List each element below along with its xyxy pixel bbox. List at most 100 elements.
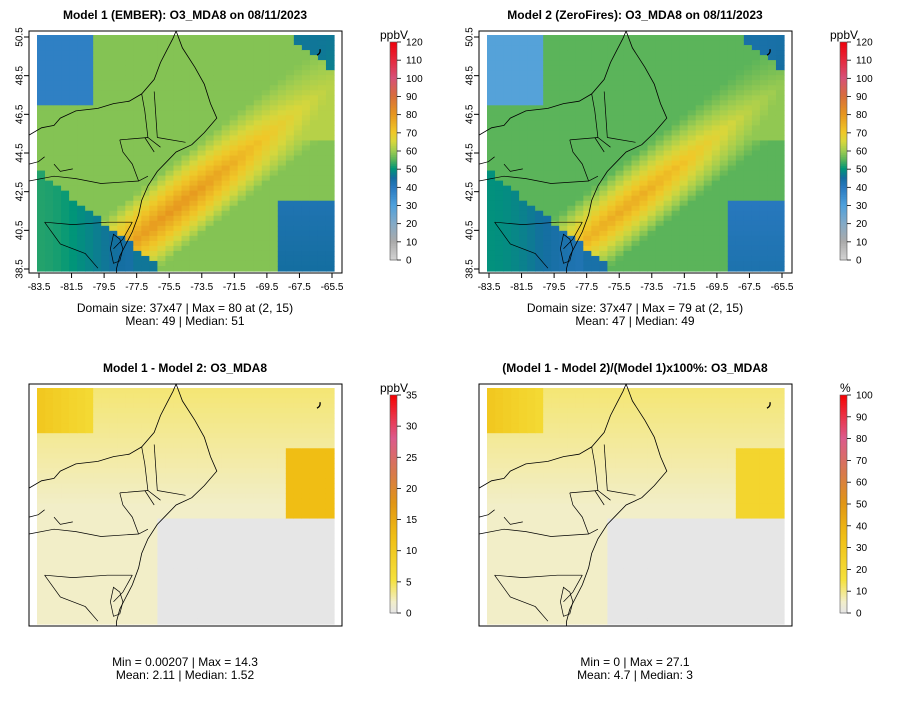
heatmap-cell (77, 388, 86, 394)
heatmap-cell (487, 120, 496, 126)
heatmap-cell (687, 255, 697, 262)
heatmap-cell (679, 70, 689, 76)
heatmap-cell (133, 603, 142, 610)
heatmap-cell (687, 35, 697, 41)
heatmap-cell (165, 583, 175, 590)
heatmap-cell (37, 155, 46, 162)
colorbar-segment (840, 111, 847, 114)
heatmap-cell (253, 105, 263, 111)
heatmap-cell (165, 518, 175, 525)
heatmap-cell (599, 50, 609, 56)
heatmap-cell (647, 220, 657, 227)
heatmap-cell (229, 215, 239, 222)
heatmap-cell (221, 205, 231, 212)
heatmap-cell (61, 215, 70, 222)
heatmap-cell (759, 80, 769, 86)
heatmap-cell (631, 100, 641, 106)
heatmap-cell (301, 40, 311, 46)
heatmap-cell (711, 225, 721, 232)
heatmap-cell (503, 100, 512, 106)
heatmap-cell (45, 105, 54, 111)
heatmap-cell (325, 110, 335, 116)
colorbar-segment (390, 81, 397, 85)
heatmap-cell (245, 240, 255, 247)
heatmap-cell (45, 438, 54, 444)
heatmap-cell (631, 215, 641, 222)
heatmap-cell (583, 125, 592, 131)
heatmap-cell (567, 255, 576, 262)
heatmap-cell (125, 453, 134, 459)
x-tick-label: -77.5 (125, 282, 148, 293)
colorbar-segment (840, 96, 847, 99)
heatmap-cell (559, 160, 568, 167)
heatmap-cell (61, 568, 70, 575)
heatmap-cell (703, 130, 713, 137)
heatmap-cell (213, 613, 223, 620)
heatmap-cell (125, 428, 134, 434)
heatmap-cell (253, 250, 263, 257)
heatmap-cell (197, 403, 207, 409)
heatmap-cell (655, 250, 665, 257)
heatmap-cell (551, 115, 560, 121)
heatmap-cell (559, 110, 568, 116)
heatmap-cell (503, 65, 512, 71)
heatmap-cell (101, 598, 110, 605)
heatmap-cell (189, 438, 199, 444)
heatmap-cell (157, 518, 167, 525)
heatmap-cell (727, 150, 737, 157)
heatmap-cell (69, 578, 78, 585)
heatmap-cell (109, 443, 118, 449)
heatmap-cell (269, 145, 279, 152)
heatmap-cell (213, 473, 223, 479)
heatmap-cell (703, 70, 713, 76)
heatmap-cell (663, 50, 673, 56)
heatmap-cell (133, 240, 142, 247)
heatmap-cell (703, 60, 713, 66)
heatmap-cell (157, 423, 167, 429)
heatmap-cell (607, 105, 617, 111)
heatmap-cell (109, 493, 118, 500)
heatmap-cell (695, 40, 705, 46)
heatmap-cell (125, 70, 134, 76)
heatmap-cell (53, 613, 62, 620)
heatmap-cell (639, 35, 649, 41)
heatmap-cell (575, 185, 584, 192)
heatmap-cell (165, 418, 175, 424)
heatmap-cell (711, 110, 721, 116)
heatmap-cell (551, 190, 560, 197)
heatmap-cell (205, 468, 215, 474)
heatmap-cell (535, 170, 544, 177)
heatmap-cell (125, 90, 134, 96)
colorbar-segment (840, 140, 847, 143)
heatmap-cell (687, 145, 697, 152)
heatmap-cell (157, 60, 167, 66)
heatmap-cell (141, 125, 150, 131)
heatmap-cell (165, 593, 175, 600)
heatmap-cell (93, 250, 102, 257)
heatmap-cell (583, 255, 592, 262)
heatmap-cell (197, 95, 207, 101)
heatmap-cell (221, 493, 231, 500)
colorbar-segment (390, 91, 397, 94)
heatmap-cell (37, 145, 46, 152)
heatmap-cell (117, 265, 126, 272)
heatmap-cell (117, 548, 126, 555)
heatmap-cell (237, 50, 247, 56)
heatmap-cell (269, 260, 279, 267)
heatmap-cell (567, 130, 576, 137)
heatmap-cell (535, 210, 544, 217)
heatmap-cell (45, 95, 54, 101)
heatmap-cell (117, 618, 126, 625)
heatmap-cell (205, 618, 215, 625)
colorbar-segment (840, 56, 847, 59)
heatmap-cell (37, 245, 46, 252)
heatmap-cell (269, 195, 279, 202)
heatmap-cell (85, 553, 94, 560)
heatmap-cell (85, 518, 94, 525)
heatmap-cell (197, 130, 207, 137)
heatmap-cell (711, 55, 721, 61)
heatmap-cell (575, 65, 584, 71)
heatmap-cell (205, 250, 215, 257)
heatmap-cell (213, 140, 223, 147)
heatmap-cell (269, 180, 279, 187)
